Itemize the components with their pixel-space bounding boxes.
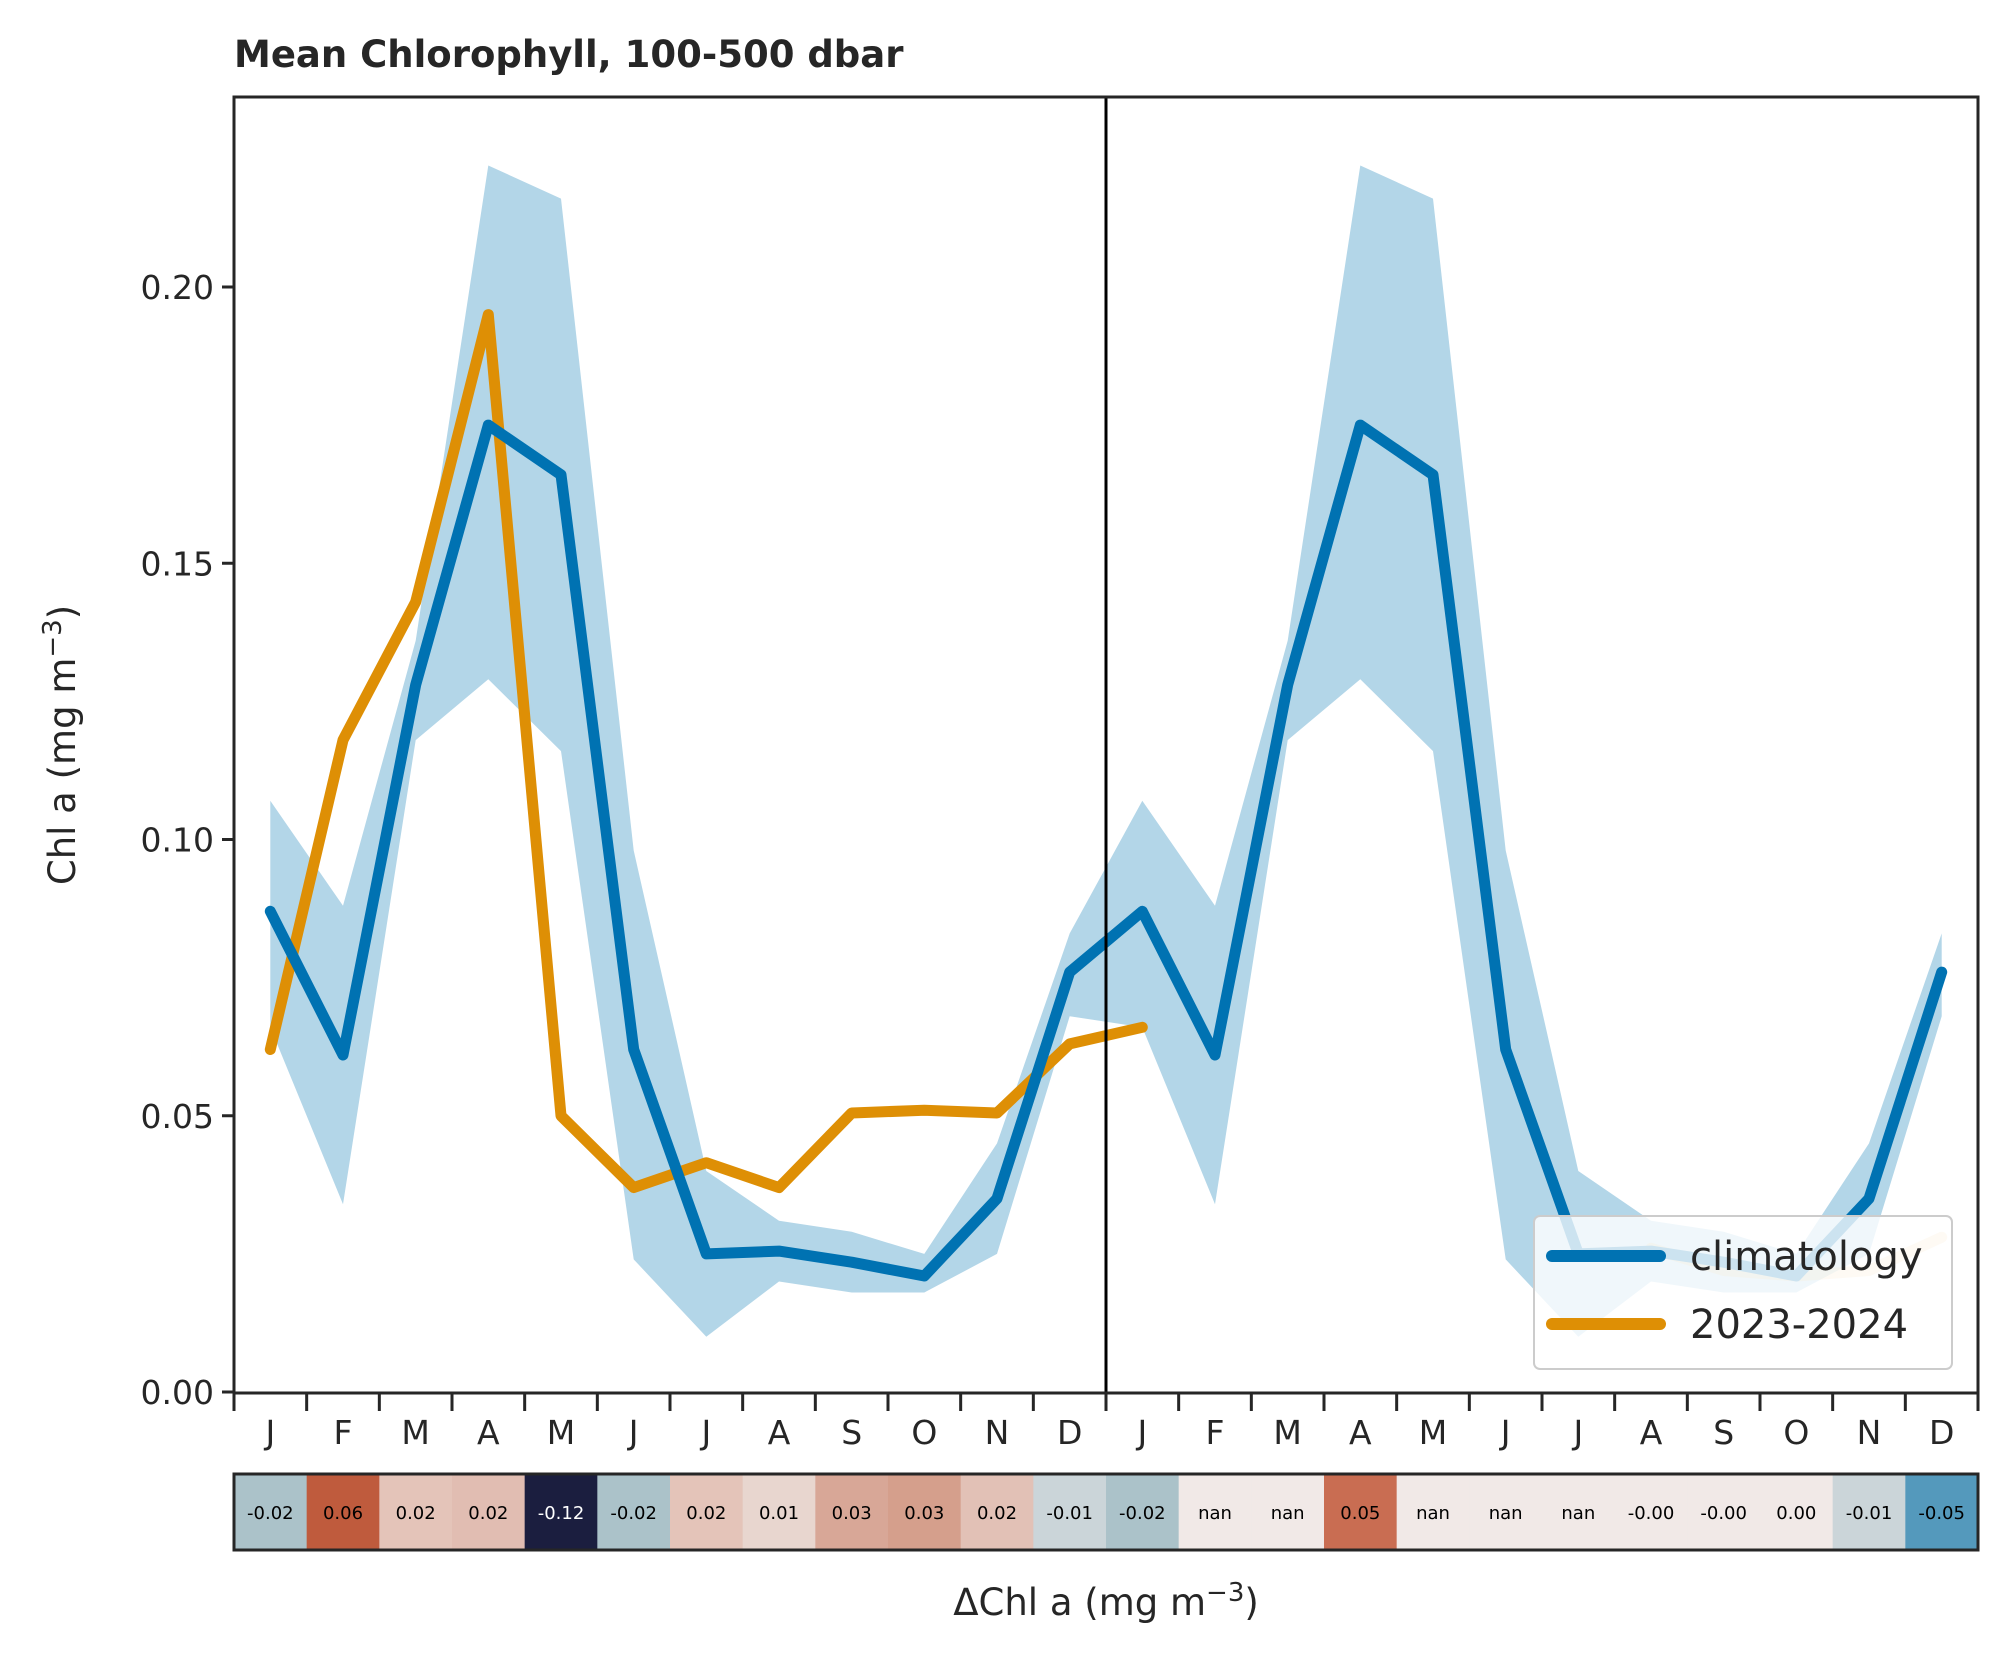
anomaly-cell-label: 0.05 bbox=[1340, 1503, 1380, 1524]
anomaly-cell bbox=[960, 1474, 1034, 1550]
x-tick-label: S bbox=[1713, 1413, 1734, 1452]
legend-label-2023-2024: 2023-2024 bbox=[1690, 1302, 1908, 1348]
anomaly-axis-label: ΔChl a (mg m−3) bbox=[953, 1578, 1259, 1624]
y-tick-label: 0.00 bbox=[141, 1373, 214, 1412]
y-tick-label: 0.05 bbox=[141, 1097, 214, 1136]
anomaly-cell-label: nan bbox=[1198, 1503, 1232, 1524]
anomaly-cell bbox=[1687, 1474, 1761, 1550]
anomaly-cell bbox=[1905, 1474, 1979, 1550]
x-tick-label: F bbox=[1206, 1413, 1225, 1452]
anomaly-cell bbox=[1614, 1474, 1688, 1550]
legend: climatology 2023-2024 bbox=[1533, 1215, 1953, 1370]
x-tick-label: D bbox=[1057, 1413, 1082, 1452]
anomaly-cell bbox=[742, 1474, 816, 1550]
anomaly-cell-label: -0.00 bbox=[1628, 1503, 1675, 1524]
y-tick-label: 0.20 bbox=[141, 268, 214, 307]
x-tick-label: J bbox=[627, 1413, 639, 1452]
anomaly-cell-label: 0.06 bbox=[323, 1503, 363, 1524]
x-tick-label: A bbox=[1349, 1413, 1372, 1452]
x-tick-label: A bbox=[768, 1413, 791, 1452]
x-tick-label: O bbox=[911, 1413, 937, 1452]
anomaly-cell-label: -0.02 bbox=[610, 1503, 657, 1524]
anomaly-cell-label: 0.02 bbox=[686, 1503, 726, 1524]
climatology-band bbox=[270, 165, 1942, 1337]
anomaly-cell-label: 0.02 bbox=[977, 1503, 1017, 1524]
x-tick-label: M bbox=[1419, 1413, 1447, 1452]
anomaly-cell-label: nan bbox=[1271, 1503, 1305, 1524]
x-tick-label: M bbox=[1273, 1413, 1301, 1452]
anomaly-cell bbox=[815, 1474, 889, 1550]
anomaly-cell bbox=[306, 1474, 380, 1550]
x-tick-label: A bbox=[1640, 1413, 1663, 1452]
y-tick-label: 0.15 bbox=[141, 544, 214, 583]
x-tick-label: J bbox=[699, 1413, 711, 1452]
y-axis: 0.00 0.05 0.10 0.15 0.20 bbox=[141, 268, 234, 1412]
anomaly-cell bbox=[670, 1474, 744, 1550]
anomaly-cell bbox=[888, 1474, 962, 1550]
anomaly-cell-label: -0.00 bbox=[1700, 1503, 1747, 1524]
anomaly-cell bbox=[452, 1474, 526, 1550]
x-tick-label: J bbox=[1135, 1413, 1147, 1452]
anomaly-cell-label: nan bbox=[1416, 1503, 1450, 1524]
x-tick-label: J bbox=[1499, 1413, 1511, 1452]
anomaly-strip: -0.02 0.06 0.02 0.02 -0.12 -0.02 0.02 0.01 0.03 0… bbox=[234, 1474, 1979, 1550]
anomaly-cell bbox=[1469, 1474, 1543, 1550]
anomaly-cell bbox=[1106, 1474, 1180, 1550]
anomaly-cell bbox=[1033, 1474, 1107, 1550]
anomaly-cell bbox=[379, 1474, 453, 1550]
anomaly-cell-label: nan bbox=[1489, 1503, 1523, 1524]
x-tick-label: N bbox=[985, 1413, 1010, 1452]
anomaly-cell-label: 0.00 bbox=[1776, 1503, 1816, 1524]
anomaly-cell-label: 0.01 bbox=[759, 1503, 799, 1524]
anomaly-cell bbox=[1396, 1474, 1470, 1550]
anomaly-cell-label: 0.02 bbox=[396, 1503, 436, 1524]
series-2023-2024-line bbox=[264, 309, 1148, 1194]
anomaly-cell-label: 0.03 bbox=[904, 1503, 944, 1524]
anomaly-cell bbox=[524, 1474, 598, 1550]
anomaly-cell bbox=[1324, 1474, 1398, 1550]
x-tick-label: O bbox=[1783, 1413, 1809, 1452]
x-tick-label: F bbox=[334, 1413, 353, 1452]
anomaly-cell bbox=[1542, 1474, 1616, 1550]
anomaly-cell-label: 0.02 bbox=[468, 1503, 508, 1524]
anomaly-cell bbox=[1832, 1474, 1906, 1550]
anomaly-cell-label: -0.01 bbox=[1046, 1503, 1093, 1524]
anomaly-cell-label: -0.05 bbox=[1918, 1503, 1965, 1524]
anomaly-cell-label: nan bbox=[1561, 1503, 1595, 1524]
anomaly-cell bbox=[1178, 1474, 1252, 1550]
x-tick-label: N bbox=[1857, 1413, 1882, 1452]
anomaly-cell bbox=[1760, 1474, 1834, 1550]
anomaly-cell bbox=[597, 1474, 671, 1550]
y-axis-label: Chl a (mg m−3) bbox=[38, 605, 84, 885]
anomaly-cell-label: -0.01 bbox=[1846, 1503, 1893, 1524]
x-tick-label: J bbox=[263, 1413, 275, 1452]
anomaly-cell-label: -0.02 bbox=[247, 1503, 294, 1524]
x-tick-label: M bbox=[547, 1413, 575, 1452]
x-tick-label: D bbox=[1929, 1413, 1954, 1452]
x-tick-label: A bbox=[477, 1413, 500, 1452]
anomaly-cell bbox=[1251, 1474, 1325, 1550]
chart-title: Mean Chlorophyll, 100-500 dbar bbox=[234, 33, 904, 76]
anomaly-cell-label: -0.12 bbox=[538, 1503, 585, 1524]
anomaly-cell-label: 0.03 bbox=[832, 1503, 872, 1524]
x-tick-label: M bbox=[401, 1413, 429, 1452]
anomaly-cell-label: -0.02 bbox=[1119, 1503, 1166, 1524]
anomaly-strip-frame bbox=[232, 1472, 1980, 1552]
legend-label-climatology: climatology bbox=[1690, 1234, 1923, 1280]
anomaly-cell bbox=[234, 1474, 308, 1550]
x-tick-label: J bbox=[1571, 1413, 1583, 1452]
y-tick-label: 0.10 bbox=[141, 821, 214, 860]
x-tick-label: S bbox=[841, 1413, 862, 1452]
